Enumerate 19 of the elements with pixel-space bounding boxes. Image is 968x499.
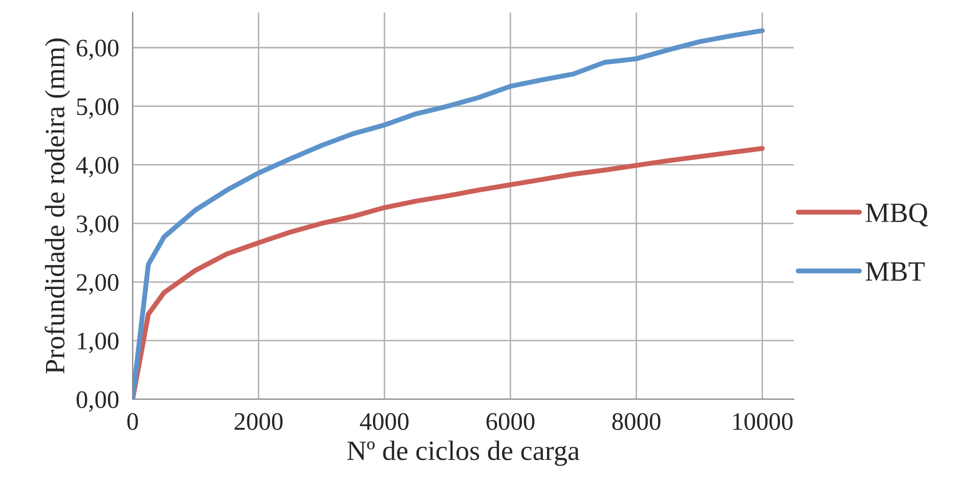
x-axis-title: Nº de ciclos de carga xyxy=(347,440,580,466)
x-tick-label: 0 xyxy=(127,413,138,430)
y-tick-label: 0,00 xyxy=(76,391,118,412)
y-tick-label: 6,00 xyxy=(76,40,118,60)
x-tick-label: 6000 xyxy=(486,413,534,430)
y-tick-label: 5,00 xyxy=(77,98,118,119)
x-tick-label: 10000 xyxy=(733,413,793,430)
x-tick-label: 8000 xyxy=(612,413,660,430)
y-tick-label: 2,00 xyxy=(76,274,118,295)
y-tick-label: 3,00 xyxy=(76,215,118,236)
legend-label: MBT xyxy=(866,262,925,281)
line-series xyxy=(132,28,765,400)
line-series xyxy=(132,146,765,400)
x-tick-label: 4000 xyxy=(360,413,409,430)
y-tick-label: 4,00 xyxy=(76,156,118,178)
y-tick-label: 1,00 xyxy=(78,332,118,354)
y-axis-title: Profundidade de rodeira (mm) xyxy=(44,38,70,374)
x-tick-label: 2000 xyxy=(234,413,283,430)
legend-label: MBQ xyxy=(866,204,928,226)
